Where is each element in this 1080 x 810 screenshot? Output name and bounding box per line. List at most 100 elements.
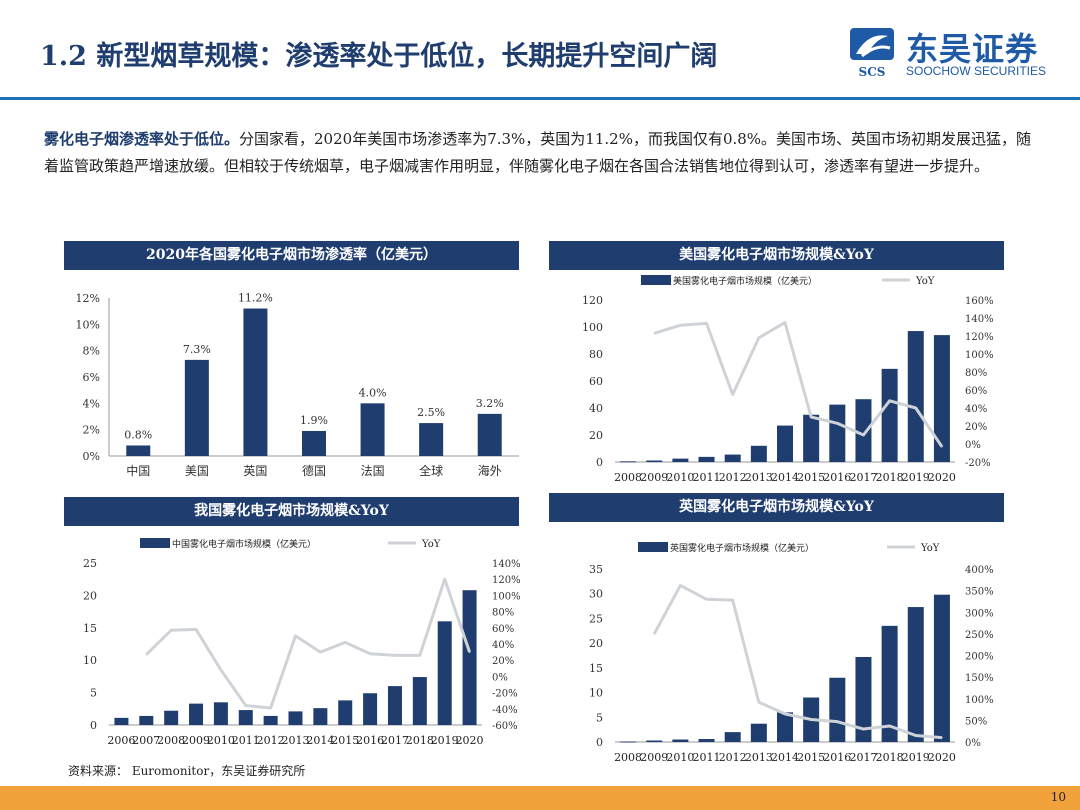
y-left-tick-label: 40 (589, 402, 603, 415)
y-right-tick-label: 100% (492, 591, 521, 602)
panel-title-penetration: 2020年各国雾化电子烟市场渗透率（亿美元） (64, 241, 519, 270)
y-right-tick-label: 300% (965, 608, 994, 619)
y-tick-label: 6% (83, 371, 100, 384)
intro-body: 分国家看，2020年美国市场渗透率为7.3%，英国为11.2%，而我国仅有0.8… (44, 130, 1032, 175)
bar (724, 732, 741, 742)
bar (114, 717, 129, 725)
y-left-tick-label: 5 (596, 711, 603, 724)
yoy-point (731, 393, 734, 396)
x-tick-label: 2008 (614, 751, 642, 764)
footer-bar (0, 786, 1080, 810)
bar (360, 403, 385, 456)
bar (363, 693, 378, 725)
x-tick-label: 2017 (381, 734, 409, 747)
y-right-tick-label: 40% (492, 640, 514, 651)
yoy-point (145, 653, 148, 656)
bar (213, 702, 228, 725)
bar (462, 590, 477, 725)
x-tick-label: 2019 (902, 751, 930, 764)
yoy-point (344, 641, 347, 644)
x-tick-label: 2007 (132, 734, 160, 747)
bar (724, 454, 741, 462)
x-tick-label: 2010 (666, 751, 694, 764)
y-left-tick-label: 15 (589, 662, 603, 675)
x-tick-label: 2014 (306, 734, 334, 747)
yoy-point (914, 734, 917, 737)
x-tick-label: 2012 (719, 471, 747, 484)
yoy-point (244, 704, 247, 707)
x-tick-label: 2016 (823, 471, 851, 484)
x-tick-label: 2009 (640, 471, 668, 484)
header-divider (0, 97, 1080, 100)
page-title: 1.2 新型烟草规模：渗透率处于低位，长期提升空间广阔 (40, 41, 718, 72)
y-left-tick-label: 25 (589, 612, 603, 625)
y-right-tick-label: 200% (965, 652, 994, 663)
x-tick-label: 2020 (928, 751, 956, 764)
y-right-tick-label: 250% (965, 630, 994, 641)
source-note: 资料来源： Euromonitor，东吴证券研究所 (68, 764, 306, 778)
panel-title-us: 美国雾化电子烟市场规模&YoY (549, 241, 1004, 270)
x-tick-label: 2018 (406, 734, 434, 747)
yoy-point (731, 599, 734, 601)
yoy-point (468, 651, 471, 653)
y-left-tick-label: 20 (83, 589, 97, 602)
y-left-tick-label: 5 (90, 687, 97, 700)
bar (907, 607, 924, 742)
bar (750, 723, 767, 742)
bar (829, 404, 846, 462)
yoy-point (758, 701, 760, 704)
y-left-tick-label: 0 (596, 736, 603, 749)
y-tick-label: 8% (83, 345, 100, 358)
x-tick-label: 2010 (207, 734, 235, 747)
x-tick-label: 2020 (456, 734, 484, 747)
x-tick-label: 中国 (126, 463, 150, 478)
y-right-tick-label: -20% (492, 689, 518, 700)
y-left-tick-label: 0 (90, 719, 97, 732)
bar (750, 445, 767, 462)
x-tick-label: 海外 (478, 463, 502, 478)
x-tick-label: 2009 (640, 751, 668, 764)
data-label: 1.9% (300, 414, 328, 427)
logo-mark-icon: SCS (850, 28, 894, 78)
x-tick-label: 2006 (107, 734, 135, 747)
y-right-tick-label: 140% (965, 314, 994, 325)
intro-lead: 雾化电子烟渗透率处于低位。 (44, 130, 240, 148)
yoy-line (653, 321, 944, 448)
y-right-tick-label: -40% (492, 705, 518, 716)
x-tick-label: 2011 (232, 734, 260, 747)
x-tick-label: 2013 (745, 471, 773, 484)
y-left-tick-label: 120 (582, 294, 603, 307)
x-tick-label: 2015 (797, 471, 825, 484)
yoy-point (394, 654, 396, 657)
yoy-point (220, 669, 222, 671)
y-right-tick-label: 140% (492, 559, 521, 570)
bar (777, 712, 793, 742)
bar (189, 703, 204, 725)
y-left-tick-label: 35 (589, 563, 603, 576)
legend-bar-swatch (140, 538, 170, 548)
chart-us: 美国雾化电子烟市场规模（亿美元） YoY 0 20 40 60 80 100 120 -20% 0%… (582, 275, 994, 484)
yoy-point (888, 725, 891, 727)
yoy-point (679, 584, 682, 587)
bar (855, 399, 872, 462)
x-tick-label: 法国 (361, 464, 385, 478)
bar (338, 700, 353, 725)
intro-paragraph: 雾化电子烟渗透率处于低位。分国家看，2020年美国市场渗透率为7.3%，英国为1… (44, 126, 1044, 180)
y-right-tick-label: 80% (965, 368, 987, 379)
logo-brand-en: SOOCHOW SECURITIES (906, 64, 1047, 78)
bar (263, 715, 278, 725)
x-tick-label: 美国 (185, 464, 209, 478)
yoy-line (652, 583, 943, 740)
y-right-tick-label: -60% (492, 721, 518, 732)
x-tick-label: 2014 (771, 751, 799, 764)
x-tick-label: 德国 (302, 463, 326, 478)
bar (387, 686, 402, 725)
y-right-tick-label: 80% (492, 608, 514, 619)
logo-brand-cn: 东吴证券 (906, 30, 1039, 68)
y-right-tick-label: 120% (492, 575, 521, 586)
legend-line-label: YoY (421, 539, 441, 550)
x-tick-label: 2011 (693, 751, 721, 764)
yoy-point (941, 736, 943, 739)
bar (238, 710, 253, 725)
yoy-point (888, 400, 891, 402)
